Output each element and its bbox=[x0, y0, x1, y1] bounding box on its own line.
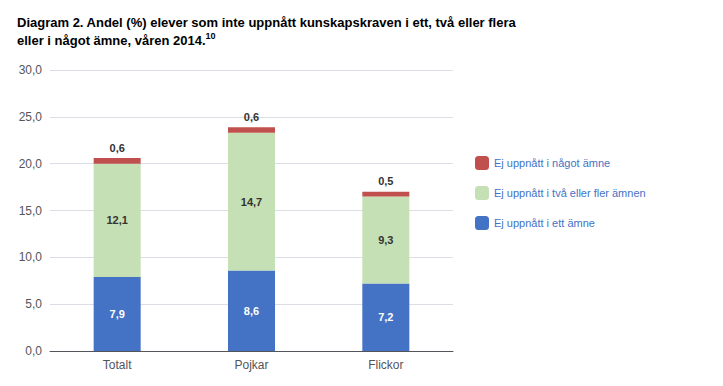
svg-text:10,0: 10,0 bbox=[19, 250, 43, 264]
svg-text:0,6: 0,6 bbox=[244, 111, 259, 123]
svg-text:0,5: 0,5 bbox=[378, 175, 393, 187]
svg-text:30,0: 30,0 bbox=[19, 63, 43, 77]
svg-text:Flickor: Flickor bbox=[368, 358, 403, 372]
svg-text:10: 10 bbox=[206, 31, 216, 41]
svg-text:14,7: 14,7 bbox=[241, 196, 262, 208]
svg-text:Totalt: Totalt bbox=[103, 358, 132, 372]
svg-text:eller i något ämne, våren 2014: eller i något ämne, våren 2014. bbox=[17, 33, 206, 48]
svg-text:25,0: 25,0 bbox=[19, 110, 43, 124]
svg-text:7,2: 7,2 bbox=[378, 311, 393, 323]
svg-text:0,6: 0,6 bbox=[110, 142, 125, 154]
svg-text:Pojkar: Pojkar bbox=[234, 358, 268, 372]
svg-text:Ej uppnått i något ämne: Ej uppnått i något ämne bbox=[494, 157, 610, 169]
svg-text:Diagram 2. Andel (%) elever so: Diagram 2. Andel (%) elever som inte upp… bbox=[17, 15, 517, 30]
svg-text:Ej uppnått i ett ämne: Ej uppnått i ett ämne bbox=[494, 217, 595, 229]
svg-text:7,9: 7,9 bbox=[110, 308, 125, 320]
svg-text:5,0: 5,0 bbox=[25, 297, 42, 311]
svg-text:0,0: 0,0 bbox=[25, 344, 42, 358]
svg-text:8,6: 8,6 bbox=[244, 305, 259, 317]
svg-text:12,1: 12,1 bbox=[106, 214, 127, 226]
svg-text:20,0: 20,0 bbox=[19, 157, 43, 171]
svg-text:Ej uppnått i två eller fler äm: Ej uppnått i två eller fler ämnen bbox=[494, 187, 646, 199]
svg-text:9,3: 9,3 bbox=[378, 234, 393, 246]
svg-text:15,0: 15,0 bbox=[19, 204, 43, 218]
